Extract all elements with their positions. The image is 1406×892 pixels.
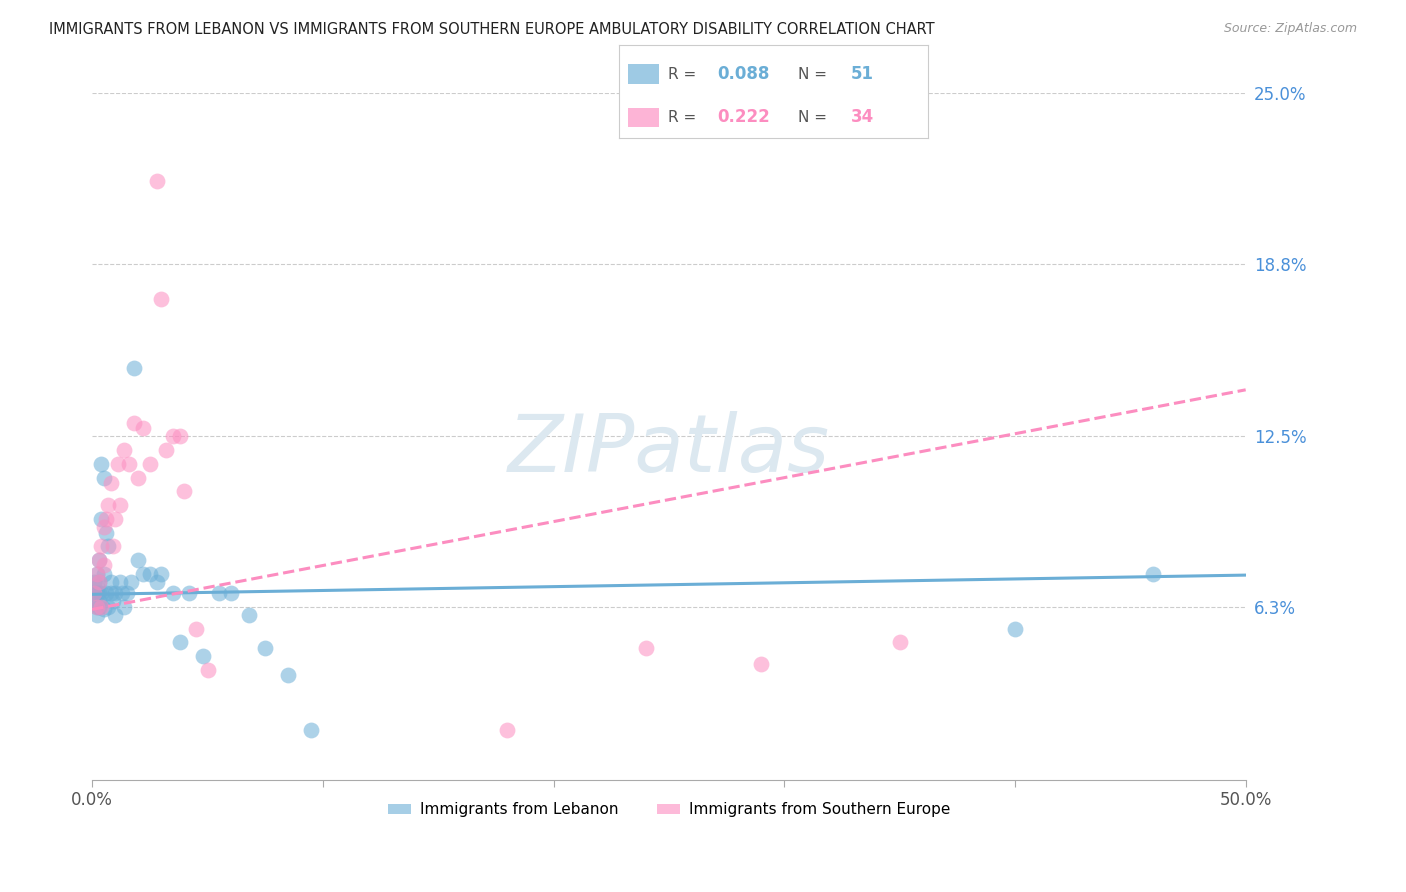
Point: [93, 520, 115, 534]
Text: R =: R =: [668, 67, 702, 82]
Point: [191, 649, 214, 664]
Point: [108, 498, 131, 512]
Text: 0.222: 0.222: [717, 108, 770, 127]
Point: [114, 599, 136, 614]
Point: [97, 599, 120, 614]
Bar: [628, 64, 659, 84]
Point: [104, 512, 127, 526]
Point: [90, 512, 112, 526]
Point: [177, 586, 200, 600]
Text: N =: N =: [799, 110, 832, 125]
Point: [749, 657, 772, 672]
Point: [93, 566, 115, 581]
Point: [169, 635, 191, 649]
Point: [162, 429, 184, 443]
Point: [101, 594, 124, 608]
Point: [120, 574, 142, 589]
Point: [219, 586, 242, 600]
Legend: Immigrants from Lebanon, Immigrants from Southern Europe: Immigrants from Lebanon, Immigrants from…: [381, 797, 956, 823]
Point: [162, 586, 184, 600]
Point: [107, 457, 129, 471]
Point: [86, 607, 108, 622]
Point: [86, 566, 108, 581]
Text: ZIPatlas: ZIPatlas: [508, 411, 830, 489]
Point: [108, 574, 131, 589]
Point: [94, 512, 117, 526]
Point: [169, 429, 191, 443]
Point: [634, 640, 657, 655]
Text: IMMIGRANTS FROM LEBANON VS IMMIGRANTS FROM SOUTHERN EUROPE AMBULATORY DISABILITY: IMMIGRANTS FROM LEBANON VS IMMIGRANTS FR…: [49, 22, 935, 37]
Point: [197, 663, 219, 677]
Point: [87, 553, 110, 567]
Point: [146, 174, 169, 188]
Point: [299, 723, 322, 738]
Point: [90, 586, 112, 600]
Point: [208, 586, 231, 600]
Point: [150, 566, 173, 581]
Point: [100, 586, 122, 600]
Point: [104, 607, 127, 622]
Point: [122, 416, 145, 430]
Point: [132, 421, 155, 435]
Point: [93, 558, 115, 573]
Text: 0.088: 0.088: [717, 65, 770, 83]
Point: [83, 594, 105, 608]
Point: [184, 622, 207, 636]
Text: N =: N =: [799, 67, 832, 82]
Point: [100, 574, 122, 589]
Point: [86, 581, 108, 595]
Point: [118, 457, 141, 471]
Point: [254, 640, 277, 655]
Point: [150, 292, 173, 306]
Point: [889, 635, 911, 649]
Point: [86, 566, 108, 581]
Point: [238, 607, 260, 622]
Point: [122, 360, 145, 375]
Text: 34: 34: [851, 108, 875, 127]
Point: [139, 566, 162, 581]
Bar: [628, 108, 659, 127]
Point: [132, 566, 155, 581]
Point: [115, 586, 138, 600]
Point: [104, 586, 127, 600]
Point: [90, 539, 112, 553]
Point: [87, 574, 110, 589]
Point: [94, 586, 117, 600]
Point: [87, 594, 110, 608]
Point: [127, 470, 149, 484]
Point: [87, 574, 110, 589]
Point: [90, 457, 112, 471]
Point: [100, 476, 122, 491]
Point: [93, 602, 115, 616]
Point: [94, 525, 117, 540]
Point: [97, 498, 120, 512]
Point: [87, 553, 110, 567]
Point: [1004, 622, 1026, 636]
Point: [277, 668, 299, 682]
Point: [90, 599, 112, 614]
Point: [111, 586, 134, 600]
Text: Source: ZipAtlas.com: Source: ZipAtlas.com: [1223, 22, 1357, 36]
Point: [93, 470, 115, 484]
Text: 51: 51: [851, 65, 873, 83]
Point: [127, 553, 149, 567]
Point: [87, 599, 110, 614]
Point: [146, 574, 169, 589]
Point: [86, 599, 108, 614]
Point: [155, 443, 177, 458]
Point: [86, 599, 108, 614]
Point: [83, 574, 105, 589]
Point: [496, 723, 519, 738]
Point: [114, 443, 136, 458]
Point: [86, 586, 108, 600]
Point: [139, 457, 162, 471]
Point: [83, 586, 105, 600]
Point: [1142, 566, 1164, 581]
Point: [87, 586, 110, 600]
Point: [97, 539, 120, 553]
Point: [173, 484, 195, 499]
Point: [83, 586, 105, 600]
Point: [101, 539, 124, 553]
Text: R =: R =: [668, 110, 702, 125]
